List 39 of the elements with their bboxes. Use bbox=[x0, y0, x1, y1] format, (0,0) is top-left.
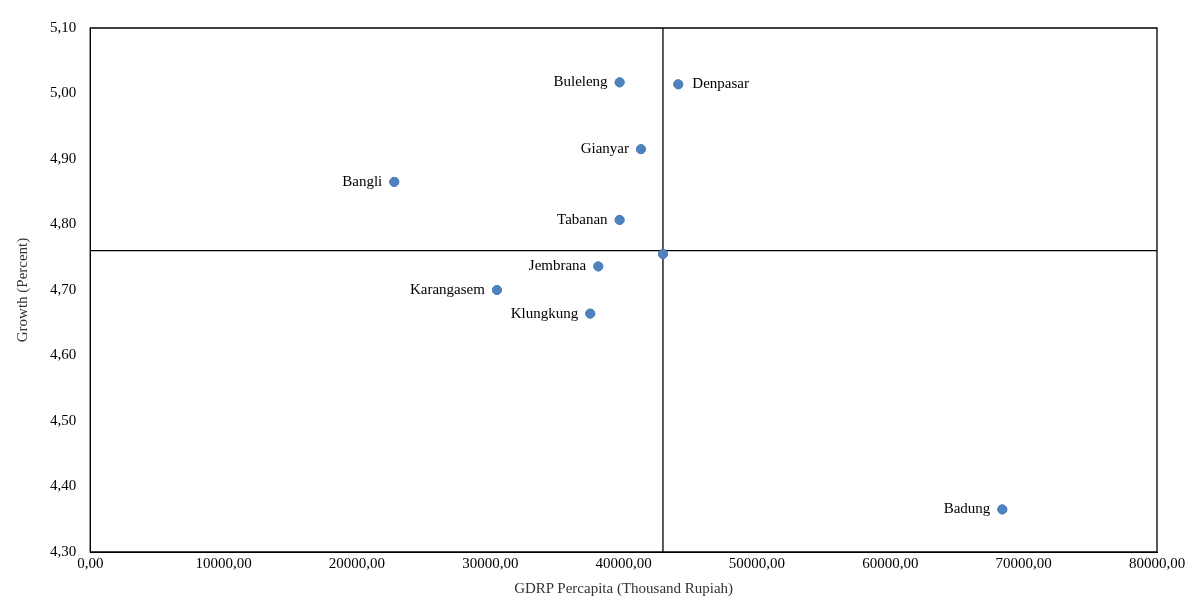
x-tick-label: 60000,00 bbox=[862, 554, 919, 571]
x-tick-label: 30000,00 bbox=[462, 554, 519, 571]
y-tick-label: 4,60 bbox=[50, 346, 77, 363]
point bbox=[593, 261, 604, 272]
point bbox=[657, 248, 668, 259]
y-tick-label: 5,10 bbox=[50, 18, 77, 35]
x-tick-label: 20000,00 bbox=[328, 554, 386, 571]
annotation: Bangli bbox=[342, 172, 383, 189]
x-tick-label: 70000,00 bbox=[995, 554, 1052, 571]
annotation: Karangasem bbox=[409, 280, 486, 297]
point bbox=[673, 79, 684, 90]
annotation: Tabanan bbox=[557, 210, 609, 227]
y-tick-label: 5,00 bbox=[50, 84, 77, 101]
point bbox=[491, 285, 502, 295]
y-axis-title: Growth (Percent) bbox=[13, 237, 31, 343]
annotation: Denpasar bbox=[692, 75, 749, 92]
point bbox=[635, 144, 646, 155]
x-tick-label: 0,00 bbox=[77, 554, 104, 571]
annotation: Badung bbox=[943, 500, 991, 517]
annotation: Jembrana bbox=[528, 257, 587, 274]
point bbox=[389, 176, 400, 187]
x-tick-label: 10000,00 bbox=[195, 554, 252, 571]
y-tick-label: 4,50 bbox=[50, 411, 77, 428]
y-tick-label: 4,90 bbox=[50, 149, 77, 166]
point bbox=[997, 504, 1008, 515]
annotation: Buleleng bbox=[553, 73, 609, 90]
annotation: Klungkung bbox=[510, 304, 579, 321]
annotation: Gianyar bbox=[580, 140, 629, 157]
point bbox=[614, 214, 625, 225]
x-axis-title: GDRP Percapita (Thousand Rupiah) bbox=[514, 579, 734, 597]
point bbox=[614, 77, 625, 88]
y-tick-label: 4,70 bbox=[50, 280, 77, 297]
point bbox=[585, 308, 596, 319]
y-tick-label: 4,80 bbox=[50, 215, 77, 232]
y-tick-label: 4,30 bbox=[50, 542, 77, 559]
x-tick-label: 80000,00 bbox=[1128, 554, 1186, 571]
y-tick-label: 4,40 bbox=[50, 477, 77, 494]
x-tick-label: 40000,00 bbox=[595, 554, 652, 571]
x-tick-label: 50000,00 bbox=[728, 554, 786, 571]
